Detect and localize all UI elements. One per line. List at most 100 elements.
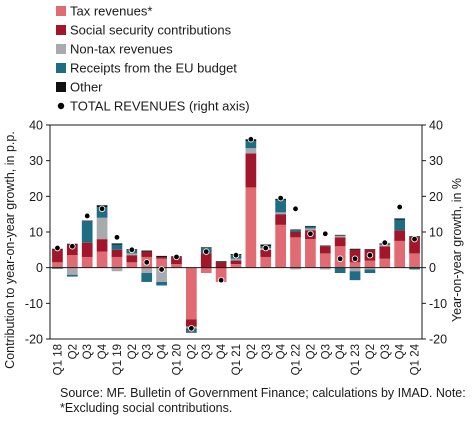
bar-tax-11 xyxy=(215,267,227,282)
bar-social-7 xyxy=(156,256,167,259)
bar-social-9 xyxy=(186,319,197,327)
y-left-tick-label: 30 xyxy=(29,154,43,168)
total-revenue-point-9 xyxy=(188,325,195,332)
bar-eu-3 xyxy=(96,207,108,218)
x-tick-label: Q1 22 xyxy=(291,344,303,375)
bar-tax-5 xyxy=(126,262,138,268)
total-revenue-point-1 xyxy=(69,243,76,250)
legend-label-other: Other xyxy=(70,80,103,95)
bar-nontax-4 xyxy=(111,267,123,272)
bar-social-2 xyxy=(81,242,93,257)
bar-eu-0 xyxy=(52,267,63,269)
bar-social-8 xyxy=(171,256,182,265)
bar-nontax-17 xyxy=(305,228,316,231)
bar-nontax-18 xyxy=(319,267,331,270)
bar-eu-1 xyxy=(66,274,78,277)
x-tick-label: Q2 xyxy=(67,344,79,359)
bar-tax-0 xyxy=(52,262,63,268)
bar-tax-23 xyxy=(394,240,406,268)
y-right-tick-label: 0 xyxy=(429,261,436,275)
y-right-tick-label: 30 xyxy=(429,154,443,168)
x-tick-label: Q4 xyxy=(276,343,288,359)
bar-other-7 xyxy=(156,255,167,257)
x-tick-label: Q1 23 xyxy=(350,344,362,375)
bar-social-22 xyxy=(379,246,391,259)
source-note: Source: MF. Bulletin of Government Finan… xyxy=(60,386,466,415)
bar-social-4 xyxy=(111,249,123,257)
x-tick-label: Q2 xyxy=(127,344,139,359)
y-left-tick-label: 0 xyxy=(36,261,43,275)
bar-social-16 xyxy=(290,232,301,238)
legend-swatch-social xyxy=(56,25,66,35)
bar-tax-21 xyxy=(364,260,376,268)
bar-tax-20 xyxy=(349,262,361,268)
bar-social-11 xyxy=(215,262,227,268)
legend-label-tax: Tax revenues* xyxy=(70,4,152,19)
bar-nontax-6 xyxy=(141,267,153,274)
bar-eu-23 xyxy=(394,219,406,231)
x-tick-label: Q1 20 xyxy=(171,344,183,375)
y-left-tick-label: 10 xyxy=(29,226,43,240)
bar-tax-2 xyxy=(81,256,93,268)
legend-swatch-other xyxy=(56,82,66,92)
legend-swatch-eu xyxy=(56,63,66,73)
bar-tax-16 xyxy=(290,237,301,268)
bar-tax-24 xyxy=(409,253,420,268)
total-revenue-point-13 xyxy=(247,136,255,143)
x-tick-label: Q2 xyxy=(246,344,258,359)
x-tick-label: Q2 xyxy=(365,344,377,359)
bar-tax-3 xyxy=(96,251,108,268)
bar-other-16 xyxy=(290,229,301,231)
bar-nontax-1 xyxy=(66,267,78,275)
bar-eu-20 xyxy=(349,271,361,281)
bar-nontax-20 xyxy=(349,267,361,272)
y-right-tick-label: 10 xyxy=(429,226,443,240)
bar-social-23 xyxy=(394,230,406,241)
x-tick-label: Q1 24 xyxy=(410,343,422,375)
bar-eu-16 xyxy=(290,230,301,232)
total-revenue-point-17 xyxy=(307,230,314,237)
total-revenue-point-4 xyxy=(113,234,121,241)
bar-nontax-15 xyxy=(275,212,286,215)
bar-other-20 xyxy=(349,248,361,250)
bar-tax-18 xyxy=(319,253,331,268)
total-revenue-point-24 xyxy=(411,235,418,243)
total-revenue-point-0 xyxy=(54,244,61,252)
total-revenue-point-21 xyxy=(366,251,374,259)
total-revenue-point-16 xyxy=(292,205,299,213)
bar-eu-7 xyxy=(156,281,167,286)
y-right-tick-label: -10 xyxy=(429,297,447,311)
x-tick-label: Q3 xyxy=(142,344,154,359)
y-right-tick-label: -20 xyxy=(429,333,447,347)
legend-swatch-tax xyxy=(56,6,66,16)
bar-eu-2 xyxy=(81,221,93,243)
bar-eu-15 xyxy=(275,199,286,213)
bar-other-18 xyxy=(319,245,331,247)
bar-nontax-12 xyxy=(230,258,242,261)
bar-social-10 xyxy=(200,253,212,268)
bar-tax-12 xyxy=(230,264,242,268)
bar-tax-22 xyxy=(379,258,391,268)
x-tick-label: Q4 xyxy=(97,343,109,359)
x-tick-label: Q1 19 xyxy=(112,344,124,375)
total-revenue-point-11 xyxy=(217,276,225,284)
x-tick-label: Q4 xyxy=(216,343,228,359)
bar-tax-4 xyxy=(111,256,123,268)
bar-eu-21 xyxy=(364,269,376,274)
bar-other-19 xyxy=(334,234,346,236)
legend: Tax revenues* Social security contributio… xyxy=(56,4,250,114)
bar-tax-7 xyxy=(156,258,167,268)
bar-eu-24 xyxy=(409,267,420,270)
y-left-tick-label: -10 xyxy=(25,297,43,311)
bar-other-2 xyxy=(81,220,93,222)
bar-tax-13 xyxy=(245,187,257,268)
bar-nontax-5 xyxy=(126,253,138,256)
total-revenue-point-5 xyxy=(128,246,136,254)
bar-social-12 xyxy=(230,260,242,265)
bar-social-24 xyxy=(409,237,420,254)
bar-eu-6 xyxy=(141,273,153,282)
legend-label-nontax: Non-tax revenues xyxy=(70,42,173,57)
y-right-tick-label: 40 xyxy=(429,119,443,133)
